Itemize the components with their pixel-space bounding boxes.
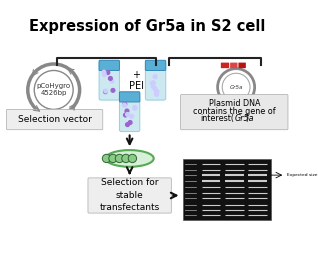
Circle shape [110,79,114,83]
Circle shape [102,70,106,74]
Text: Gr5a: Gr5a [229,85,243,90]
Circle shape [155,93,158,96]
Circle shape [133,106,137,110]
Circle shape [123,102,127,106]
Text: +
PEI: + PEI [128,70,144,91]
Circle shape [124,113,127,117]
Circle shape [153,87,157,90]
Circle shape [111,88,115,92]
FancyBboxPatch shape [221,63,229,68]
FancyBboxPatch shape [183,159,271,220]
FancyBboxPatch shape [99,61,120,100]
Circle shape [104,90,107,94]
Text: Expression of Gr5a in S2 cell: Expression of Gr5a in S2 cell [29,19,266,34]
Circle shape [155,90,159,93]
FancyBboxPatch shape [181,95,288,130]
Circle shape [150,81,154,85]
FancyBboxPatch shape [99,60,120,71]
Circle shape [151,85,155,88]
Circle shape [123,103,126,107]
Circle shape [152,81,155,85]
FancyBboxPatch shape [230,63,238,68]
Circle shape [128,121,132,124]
Text: interest(: interest( [200,114,234,123]
Text: contains the gene of: contains the gene of [193,107,276,116]
Circle shape [133,106,137,109]
Circle shape [109,154,117,163]
Text: Expected size: Expected size [287,173,318,177]
Text: Gr5a: Gr5a [234,114,254,123]
Text: ): ) [245,114,248,123]
Circle shape [130,115,134,118]
FancyBboxPatch shape [88,178,171,213]
FancyBboxPatch shape [145,60,166,71]
Text: Selection vector: Selection vector [18,115,92,124]
Text: pCoHygro
4526bp: pCoHygro 4526bp [37,83,71,96]
FancyBboxPatch shape [145,61,166,100]
Circle shape [104,89,107,93]
Circle shape [126,113,129,116]
Text: Plasmid DNA: Plasmid DNA [209,99,260,108]
Circle shape [125,109,129,113]
Circle shape [126,123,129,126]
Circle shape [128,154,136,163]
Text: Selection for
stable
transfectants: Selection for stable transfectants [100,178,160,212]
Ellipse shape [106,150,154,167]
Circle shape [115,154,124,163]
Circle shape [122,154,130,163]
FancyBboxPatch shape [120,93,140,131]
Circle shape [106,71,110,75]
FancyBboxPatch shape [120,92,140,102]
Circle shape [108,76,112,80]
FancyBboxPatch shape [6,109,103,130]
FancyBboxPatch shape [238,63,246,68]
Circle shape [153,75,157,78]
Circle shape [102,73,106,76]
Circle shape [155,90,159,94]
Circle shape [102,154,111,163]
